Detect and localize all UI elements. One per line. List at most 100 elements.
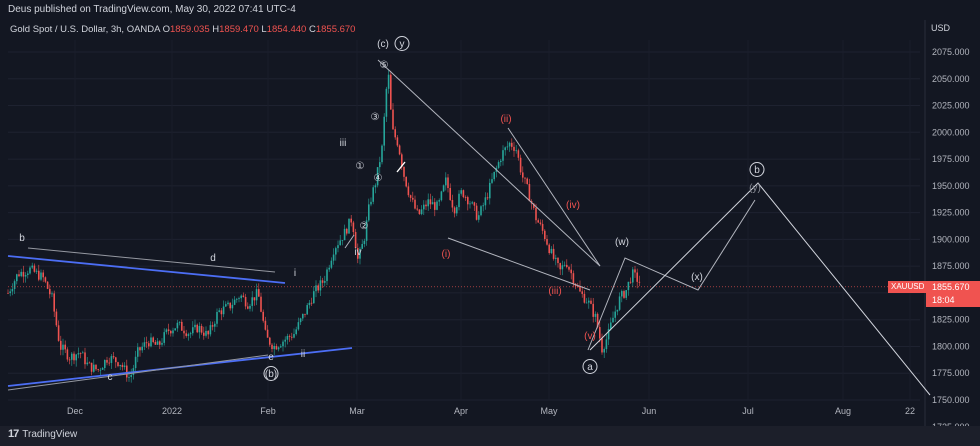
candle-body	[319, 280, 322, 291]
tradingview-logo[interactable]: 17 TradingView	[8, 428, 77, 440]
candle-body	[44, 277, 47, 282]
candle-body	[585, 302, 588, 304]
candle-body	[317, 285, 319, 291]
candle-body	[489, 182, 491, 199]
high-label: H	[212, 24, 220, 35]
candle-body	[572, 273, 575, 284]
candle-body	[383, 116, 385, 146]
candle-body	[251, 297, 253, 306]
candle-body	[420, 209, 423, 215]
y-tick-label: 1875.000	[932, 261, 970, 271]
candle-body	[231, 304, 234, 309]
candle-body	[449, 188, 451, 201]
candle-body	[471, 202, 473, 204]
candle-body	[332, 254, 335, 261]
candle-body	[341, 240, 344, 241]
wave-ii-small: ii	[301, 349, 305, 360]
candle-body	[321, 280, 324, 283]
candle-body	[361, 244, 363, 249]
candle-body	[396, 137, 399, 146]
candle-body	[337, 245, 339, 249]
candle-body	[286, 336, 289, 340]
candle-body	[541, 223, 544, 231]
wave-i-red: (i)	[442, 249, 451, 260]
candle-body	[121, 364, 124, 368]
candle-body	[220, 310, 223, 315]
candle-body	[233, 299, 236, 305]
candle-body	[526, 178, 528, 184]
candle-body	[266, 329, 269, 338]
candle-body	[134, 356, 137, 369]
candle-body	[528, 183, 531, 202]
candle-body	[634, 269, 636, 273]
wave-3: ③	[371, 112, 380, 123]
wave-d: d	[210, 253, 216, 264]
candle-body	[33, 265, 36, 272]
y-axis-ticks: 2075.000 2050.000 2025.000 2000.000 1975.000…	[932, 47, 970, 432]
candle-body	[205, 330, 207, 336]
candle-body	[117, 362, 119, 367]
candle-body	[357, 248, 359, 259]
candle-body	[139, 347, 141, 351]
wave-b-paren-ring	[263, 366, 279, 381]
candle-body	[478, 215, 480, 220]
candle-body	[563, 264, 566, 266]
x-tick-label: Aug	[835, 406, 851, 416]
publish-bar: Deus published on TradingView.com, May 3…	[0, 0, 980, 20]
candle-body	[198, 325, 201, 333]
candle-body	[594, 313, 597, 317]
candle-body	[440, 191, 443, 201]
candle-body	[379, 162, 381, 168]
candle-body	[638, 281, 641, 283]
projection-wxy	[587, 199, 756, 351]
x-tick-label: Jun	[642, 406, 657, 416]
candle-body	[522, 172, 524, 178]
candle-body	[302, 313, 304, 319]
candle-body	[64, 344, 66, 350]
candle-body	[392, 109, 394, 130]
candle-body	[20, 271, 22, 277]
candle-body	[519, 157, 522, 173]
candle-body	[506, 146, 509, 148]
candle-body	[513, 146, 515, 151]
y-tick-label: 1925.000	[932, 208, 970, 218]
candle-body	[436, 201, 438, 210]
candle-body	[401, 154, 403, 167]
x-tick-label: 2022	[162, 406, 182, 416]
wave-ii-red: (ii)	[500, 114, 511, 125]
x-tick-label: Mar	[349, 406, 365, 416]
candle-body	[623, 291, 625, 298]
candle-body	[277, 347, 280, 350]
gray-line-ce	[7, 354, 269, 391]
candle-body	[24, 274, 27, 277]
candle-body	[616, 309, 619, 312]
tv-logo-icon: 17	[8, 428, 19, 440]
wave-iii-red: (iii)	[548, 286, 561, 297]
candle-body	[343, 228, 346, 241]
candle-body	[346, 228, 348, 234]
candle-body	[339, 240, 341, 246]
wave-y-ring	[394, 36, 410, 51]
candle-body	[475, 205, 478, 220]
candle-body	[247, 306, 249, 309]
candle-body	[493, 171, 495, 180]
candle-body	[497, 162, 500, 168]
candle-body	[137, 347, 139, 357]
candle-body	[185, 333, 187, 336]
candle-body	[418, 209, 421, 215]
candle-body	[9, 291, 11, 294]
white-tick	[396, 161, 406, 173]
candle-body	[627, 281, 630, 291]
candle-body	[128, 376, 130, 378]
candle-body	[376, 167, 379, 186]
high-value: 1859.470	[219, 24, 259, 35]
candle-body	[557, 257, 559, 264]
candle-body	[416, 208, 418, 210]
y-tick-label: 1975.000	[932, 154, 970, 164]
candle-body	[368, 204, 370, 221]
candle-body	[291, 336, 293, 338]
candle-body	[533, 203, 535, 208]
candle-body	[242, 295, 245, 297]
candle-body	[214, 323, 216, 327]
